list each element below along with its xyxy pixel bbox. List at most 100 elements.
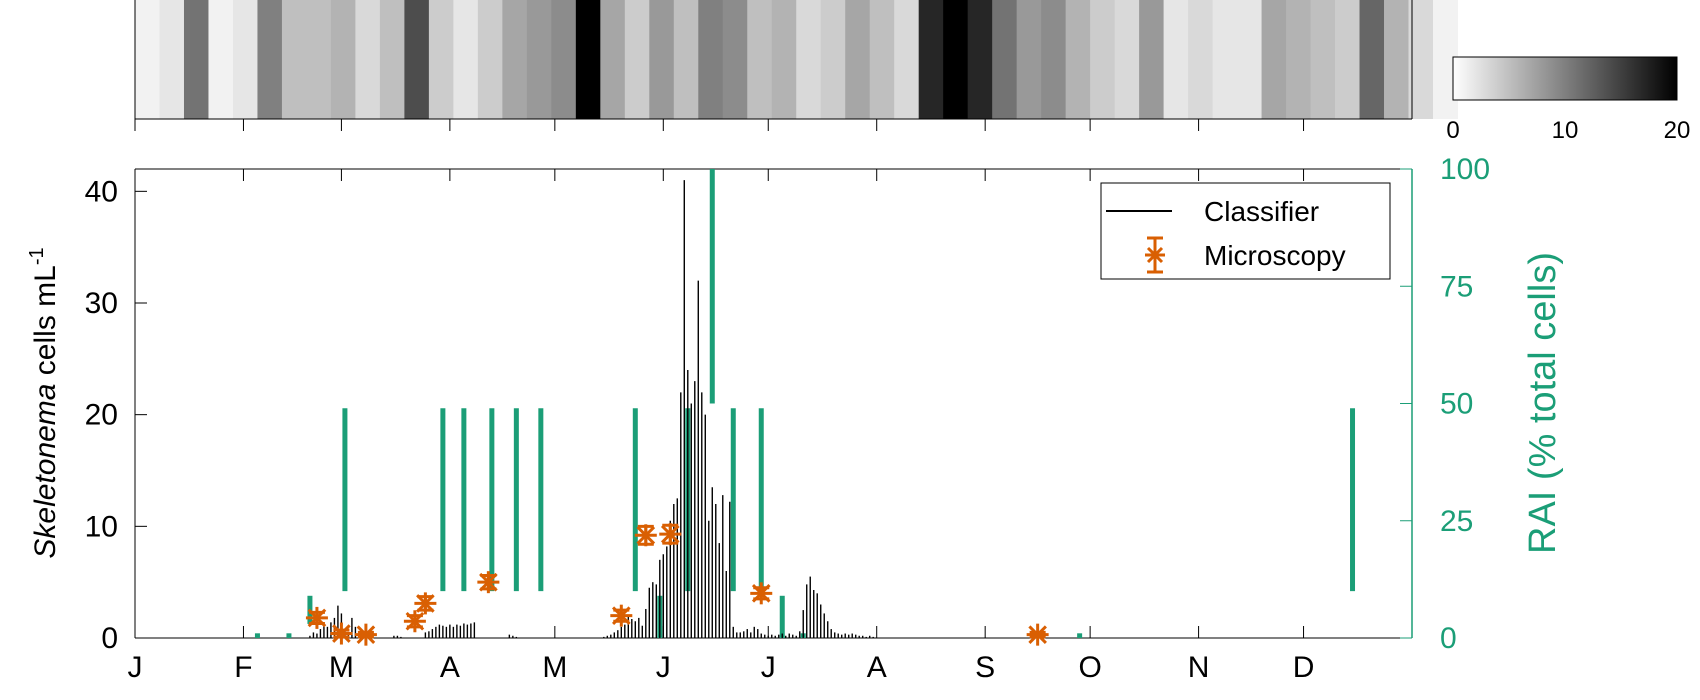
heat-cell [232,0,258,119]
microscopy-marker [356,625,376,644]
y-tick-label: 10 [85,510,118,543]
microscopy-point [403,610,426,633]
microscopy-point [634,524,657,547]
microscopy-point [305,606,328,629]
legend-box [1100,182,1391,280]
y-tick-label: 30 [85,287,118,320]
heat-cell [1237,0,1263,119]
x-tick-label: N [1188,651,1210,684]
legend-microscopy-swatch [1145,236,1165,274]
heat-cell [722,0,748,119]
y-tick-label: 0 [101,622,118,655]
heat-cell [1090,0,1116,119]
heat-cell [796,0,822,119]
x-tick-label: A [440,651,460,684]
microscopy-point [1026,623,1049,646]
legend-microscopy-label: Microscopy [1204,240,1346,271]
colorbar-tick-label: 0 [1446,117,1459,144]
y-axis-label-italic: Skeletonema [29,384,62,559]
y-tick-label: 40 [85,175,118,208]
heat-cell [943,0,969,119]
colorbar-gradient [1452,56,1678,101]
heat-cell [306,0,332,119]
heat-cell [428,0,454,119]
heat-cell [820,0,846,119]
heat-cell [526,0,552,119]
x-tick-label: J [128,651,143,684]
heat-cell [967,0,993,119]
legend: Classifier Microscopy [1100,182,1391,280]
heat-cell [673,0,699,119]
heat-cell [135,0,160,119]
heat-cell [894,0,920,119]
x-tick-label: S [975,651,995,684]
heat-cell [404,0,430,119]
heat-cell [1163,0,1189,119]
classifier-series [309,180,874,638]
heat-cell [771,0,797,119]
y2-tick-label: 50 [1440,388,1473,421]
heat-cell [575,0,601,119]
microscopy-marker [479,572,498,592]
heat-cell [1212,0,1238,119]
y-tick-label: 20 [85,399,118,432]
y2-tick-label: 100 [1440,153,1490,186]
x-tick-label: M [329,651,354,684]
heat-cell [624,0,650,119]
heat-cell [453,0,479,119]
heat-cell [281,0,307,119]
microscopy-marker [416,594,435,613]
colorbar-tick-label: 10 [1552,117,1579,144]
microscopy-point [330,622,353,645]
microscopy-marker [751,584,771,603]
y2-axis-label: RAI (% total cells) [1522,252,1564,554]
heat-cell [1188,0,1214,119]
x-tick-label: J [761,651,776,684]
x-tick-label: F [234,651,252,684]
heat-cell [1384,0,1410,119]
heat-cell [649,0,675,119]
heat-cell [551,0,577,119]
heat-cell [1016,0,1042,119]
x-tick-label: A [867,651,887,684]
heat-cell [379,0,405,119]
microscopy-point [354,623,377,646]
y2-tick-label: 0 [1440,622,1457,655]
y2-axis-ticks: 0 25 50 75 100 [1400,153,1490,655]
colorbar-ticks: 0 10 20 [1446,117,1690,144]
heat-cell [208,0,234,119]
microscopy-marker [405,611,425,631]
x-tick-label: D [1293,651,1315,684]
heat-cell [1139,0,1165,119]
microscopy-marker [611,606,631,625]
microscopy-marker [660,524,680,544]
heat-cell [257,0,283,119]
microscopy-point [750,582,773,605]
heat-cell [600,0,626,119]
y2-tick-label: 75 [1440,270,1473,303]
heat-cell [1065,0,1091,119]
heat-cell [502,0,528,119]
heat-cell [869,0,895,119]
microscopy-marker [332,624,351,643]
x-tick-label: M [542,651,567,684]
microscopy-marker [636,525,656,545]
heat-cell [1359,0,1385,119]
y-axis-label-rest: cells mL [29,265,62,383]
heat-cell [355,0,381,119]
heat-cell [918,0,944,119]
y-axis-ticks: 0 10 20 30 40 [85,175,147,655]
x-tick-label: O [1078,651,1101,684]
microscopy-point [610,604,633,627]
heat-cell [992,0,1018,119]
microscopy-point [659,523,682,546]
microscopy-point [414,592,437,615]
microscopy-series [305,523,1049,646]
main-plot: J F M A M J J A S O N D 0 10 20 30 40 0 25 50 75 100 Skelet… [26,119,1564,684]
heat-cell [330,0,356,119]
heat-cell [159,0,185,119]
heat-cell [1114,0,1140,119]
heat-cells [135,0,1458,119]
